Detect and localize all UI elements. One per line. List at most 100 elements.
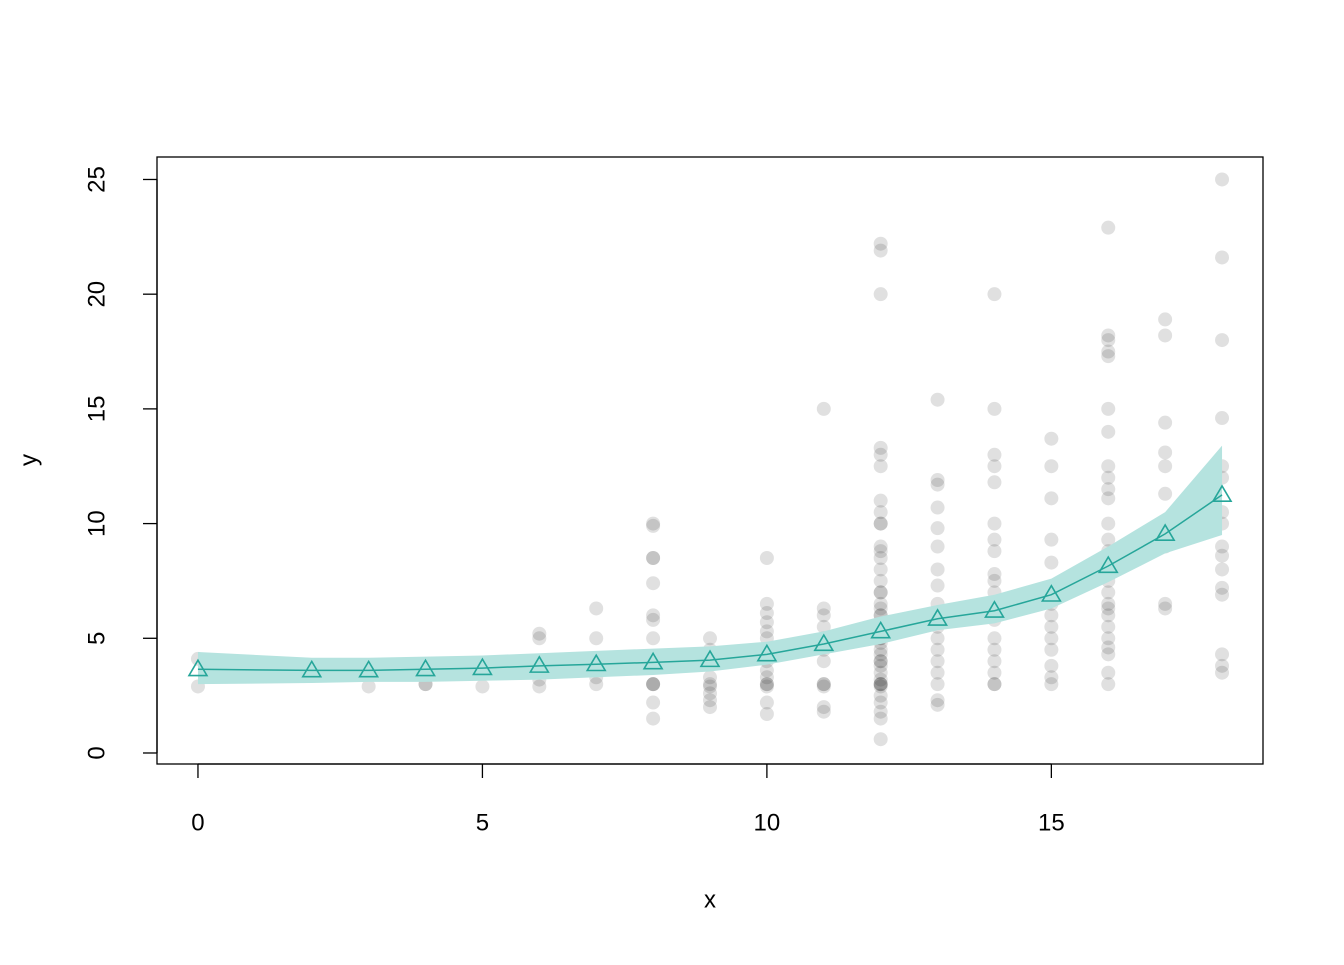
point xyxy=(1158,459,1173,474)
point xyxy=(873,287,888,302)
point xyxy=(873,243,888,258)
point xyxy=(930,521,945,536)
point xyxy=(1101,470,1116,485)
triangle-marker xyxy=(699,649,721,668)
point xyxy=(987,654,1002,669)
point xyxy=(646,677,661,692)
x-tick-label: 15 xyxy=(1038,809,1065,836)
point xyxy=(1158,312,1173,327)
point xyxy=(873,544,888,559)
y-tick-label: 10 xyxy=(83,510,110,537)
point xyxy=(1101,459,1116,474)
point xyxy=(873,642,888,657)
point xyxy=(873,562,888,577)
triangle-marker xyxy=(301,659,323,678)
point xyxy=(1158,445,1173,460)
point xyxy=(930,697,945,712)
point xyxy=(816,608,831,623)
point xyxy=(1158,415,1173,430)
point xyxy=(930,539,945,554)
y-tick-label: 5 xyxy=(83,632,110,645)
point xyxy=(1215,250,1230,265)
point xyxy=(873,677,888,692)
point xyxy=(703,686,717,701)
point xyxy=(987,677,1002,692)
triangle-marker xyxy=(415,658,436,677)
point xyxy=(1101,601,1116,616)
point xyxy=(873,732,888,747)
point xyxy=(1101,491,1116,506)
point xyxy=(646,677,661,692)
point xyxy=(703,693,717,708)
point xyxy=(589,677,604,692)
point xyxy=(1215,539,1230,554)
point xyxy=(646,516,661,531)
point xyxy=(703,679,717,694)
point xyxy=(987,642,1002,657)
point xyxy=(1215,172,1230,187)
point xyxy=(1101,608,1116,623)
point xyxy=(1044,670,1059,685)
point xyxy=(1215,411,1230,426)
point xyxy=(1215,587,1230,602)
point xyxy=(759,596,774,611)
point xyxy=(873,658,888,673)
point xyxy=(873,695,888,710)
point xyxy=(873,688,888,703)
triangle-marker xyxy=(870,620,892,639)
triangle-marker xyxy=(1040,584,1062,602)
point xyxy=(873,677,888,692)
point xyxy=(1158,596,1173,611)
point xyxy=(873,585,888,600)
point xyxy=(873,596,888,611)
point xyxy=(759,550,774,565)
point xyxy=(873,459,888,474)
point xyxy=(1101,677,1116,692)
point xyxy=(646,677,661,692)
point xyxy=(873,573,888,588)
point xyxy=(873,647,888,662)
point xyxy=(1215,333,1230,348)
point xyxy=(1101,532,1116,547)
triangle-marker xyxy=(813,633,835,652)
point xyxy=(703,677,717,692)
point xyxy=(1215,580,1230,595)
point xyxy=(987,516,1002,531)
triangle-marker xyxy=(756,643,778,662)
point xyxy=(475,679,490,694)
point xyxy=(930,654,945,669)
y-tick-label: 25 xyxy=(83,166,110,193)
point xyxy=(873,672,888,687)
point xyxy=(646,518,661,533)
point xyxy=(1101,647,1116,662)
point xyxy=(1044,459,1059,474)
triangle-marker xyxy=(927,608,948,626)
point xyxy=(987,573,1002,588)
point xyxy=(1158,486,1173,501)
point xyxy=(873,516,888,531)
point xyxy=(930,578,945,593)
triangle-marker xyxy=(642,651,664,670)
point xyxy=(816,700,831,715)
point xyxy=(873,539,888,554)
point xyxy=(1101,516,1116,531)
point xyxy=(646,576,661,591)
point xyxy=(930,500,945,515)
point xyxy=(1101,349,1116,364)
point xyxy=(1044,658,1059,673)
point xyxy=(873,447,888,462)
point xyxy=(987,459,1002,474)
point xyxy=(589,631,604,646)
point xyxy=(873,585,888,600)
point xyxy=(930,642,945,657)
point xyxy=(987,567,1002,582)
point xyxy=(532,631,547,646)
point xyxy=(759,695,774,710)
triangle-marker xyxy=(585,653,607,672)
point xyxy=(873,236,888,251)
point xyxy=(1101,333,1116,348)
point xyxy=(930,631,945,646)
triangle-marker xyxy=(358,659,380,678)
point xyxy=(1215,665,1230,680)
triangle-marker xyxy=(472,657,493,676)
